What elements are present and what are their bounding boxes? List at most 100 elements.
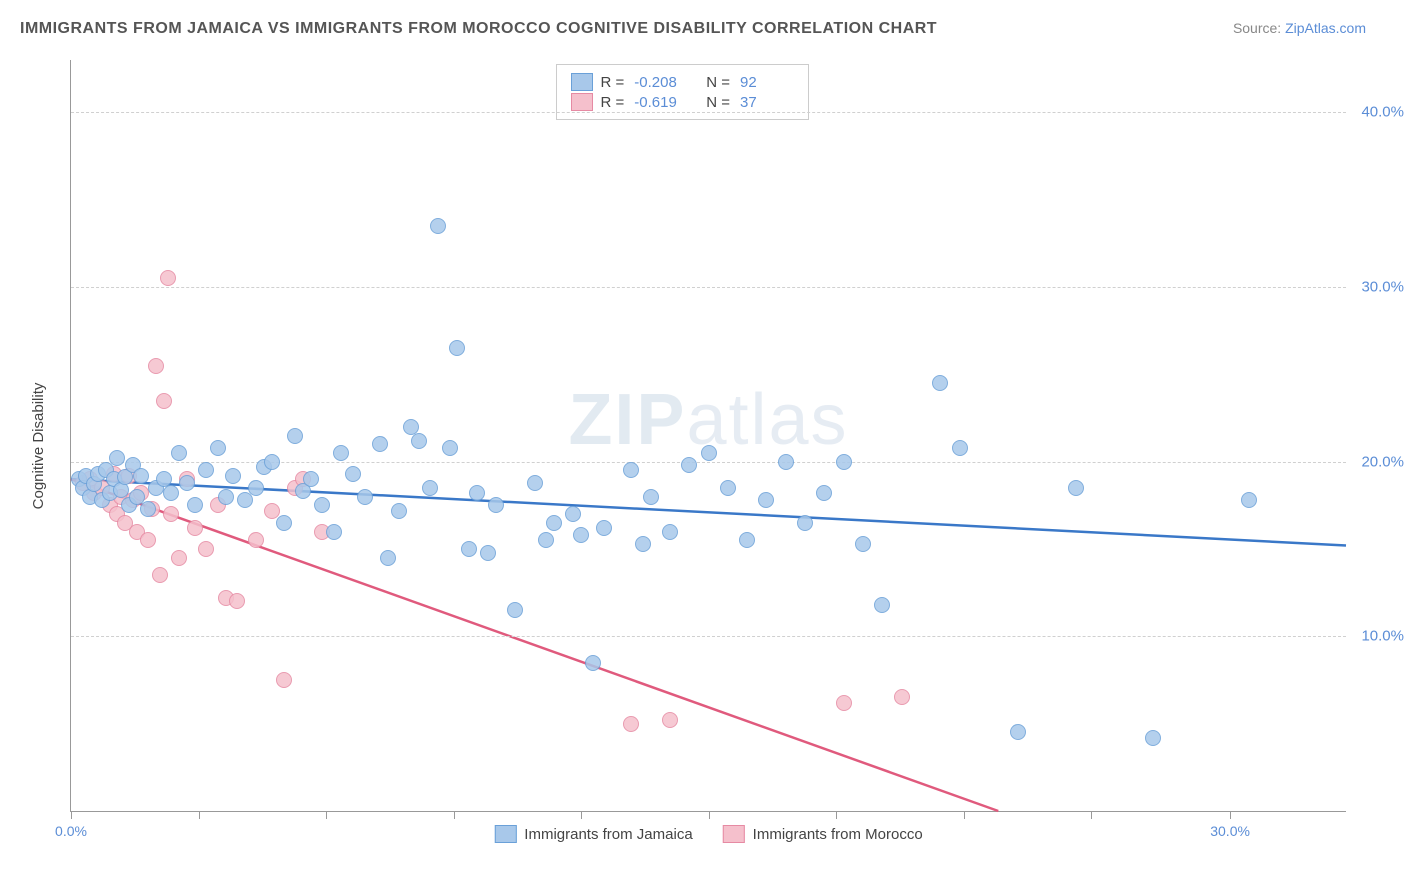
data-point	[573, 527, 589, 543]
data-point	[140, 501, 156, 517]
data-point	[1241, 492, 1257, 508]
data-point	[538, 532, 554, 548]
data-point	[565, 506, 581, 522]
data-point	[187, 520, 203, 536]
data-point	[133, 468, 149, 484]
data-point	[160, 270, 176, 286]
data-point	[237, 492, 253, 508]
data-point	[623, 462, 639, 478]
data-point	[198, 541, 214, 557]
watermark-bold: ZIP	[568, 380, 686, 460]
data-point	[163, 506, 179, 522]
data-point	[894, 689, 910, 705]
legend-r-value-1: -0.619	[634, 94, 688, 111]
trend-lines	[71, 60, 1346, 811]
x-tick	[581, 811, 582, 819]
data-point	[171, 445, 187, 461]
data-point	[380, 550, 396, 566]
legend-swatch-1	[571, 93, 593, 111]
data-point	[952, 440, 968, 456]
data-point	[1145, 730, 1161, 746]
data-point	[391, 503, 407, 519]
data-point	[507, 602, 523, 618]
y-tick-label: 40.0%	[1361, 104, 1404, 121]
legend-row-1: R = -0.619 N = 37	[571, 93, 795, 111]
data-point	[326, 524, 342, 540]
data-point	[681, 457, 697, 473]
data-point	[430, 218, 446, 234]
x-tick	[709, 811, 710, 819]
legend-r-value-0: -0.208	[634, 74, 688, 91]
data-point	[797, 515, 813, 531]
data-point	[635, 536, 651, 552]
legend-n-label: N =	[706, 94, 730, 111]
data-point	[836, 454, 852, 470]
data-point	[488, 497, 504, 513]
data-point	[276, 672, 292, 688]
trend-line	[71, 479, 998, 811]
data-point	[187, 497, 203, 513]
data-point	[527, 475, 543, 491]
data-point	[932, 375, 948, 391]
data-point	[836, 695, 852, 711]
data-point	[148, 358, 164, 374]
legend-swatch-0	[571, 73, 593, 91]
source-label: Source:	[1233, 20, 1281, 36]
plot-area: ZIPatlas R = -0.208 N = 92 R = -0.619 N …	[70, 60, 1346, 812]
data-point	[225, 468, 241, 484]
data-point	[422, 480, 438, 496]
data-point	[357, 489, 373, 505]
data-point	[156, 393, 172, 409]
series-name-1: Immigrants from Morocco	[753, 826, 923, 843]
y-tick-label: 10.0%	[1361, 628, 1404, 645]
gridline-h	[71, 636, 1346, 637]
legend-n-value-1: 37	[740, 94, 794, 111]
x-tick	[199, 811, 200, 819]
data-point	[163, 485, 179, 501]
series-swatch-1	[723, 825, 745, 843]
data-point	[585, 655, 601, 671]
data-point	[303, 471, 319, 487]
x-tick	[964, 811, 965, 819]
gridline-h	[71, 287, 1346, 288]
data-point	[411, 433, 427, 449]
legend-r-label: R =	[601, 94, 625, 111]
legend-n-label: N =	[706, 74, 730, 91]
data-point	[449, 340, 465, 356]
source-attribution: Source: ZipAtlas.com	[1233, 20, 1366, 36]
data-point	[248, 480, 264, 496]
data-point	[546, 515, 562, 531]
data-point	[372, 436, 388, 452]
series-legend-item-1: Immigrants from Morocco	[723, 825, 923, 843]
data-point	[333, 445, 349, 461]
data-point	[461, 541, 477, 557]
data-point	[739, 532, 755, 548]
x-tick	[1091, 811, 1092, 819]
data-point	[287, 428, 303, 444]
data-point	[469, 485, 485, 501]
y-tick-label: 20.0%	[1361, 453, 1404, 470]
data-point	[198, 462, 214, 478]
data-point	[701, 445, 717, 461]
legend-n-value-0: 92	[740, 74, 794, 91]
x-tick	[326, 811, 327, 819]
data-point	[855, 536, 871, 552]
data-point	[778, 454, 794, 470]
data-point	[314, 497, 330, 513]
data-point	[1010, 724, 1026, 740]
data-point	[210, 440, 226, 456]
x-tick	[454, 811, 455, 819]
data-point	[1068, 480, 1084, 496]
data-point	[248, 532, 264, 548]
data-point	[109, 450, 125, 466]
y-axis-label: Cognitive Disability	[30, 383, 47, 510]
data-point	[816, 485, 832, 501]
data-point	[662, 524, 678, 540]
data-point	[442, 440, 458, 456]
chart-title: IMMIGRANTS FROM JAMAICA VS IMMIGRANTS FR…	[20, 20, 937, 38]
series-legend: Immigrants from Jamaica Immigrants from …	[494, 825, 922, 843]
source-link[interactable]: ZipAtlas.com	[1285, 20, 1366, 36]
data-point	[720, 480, 736, 496]
legend-row-0: R = -0.208 N = 92	[571, 73, 795, 91]
data-point	[229, 593, 245, 609]
